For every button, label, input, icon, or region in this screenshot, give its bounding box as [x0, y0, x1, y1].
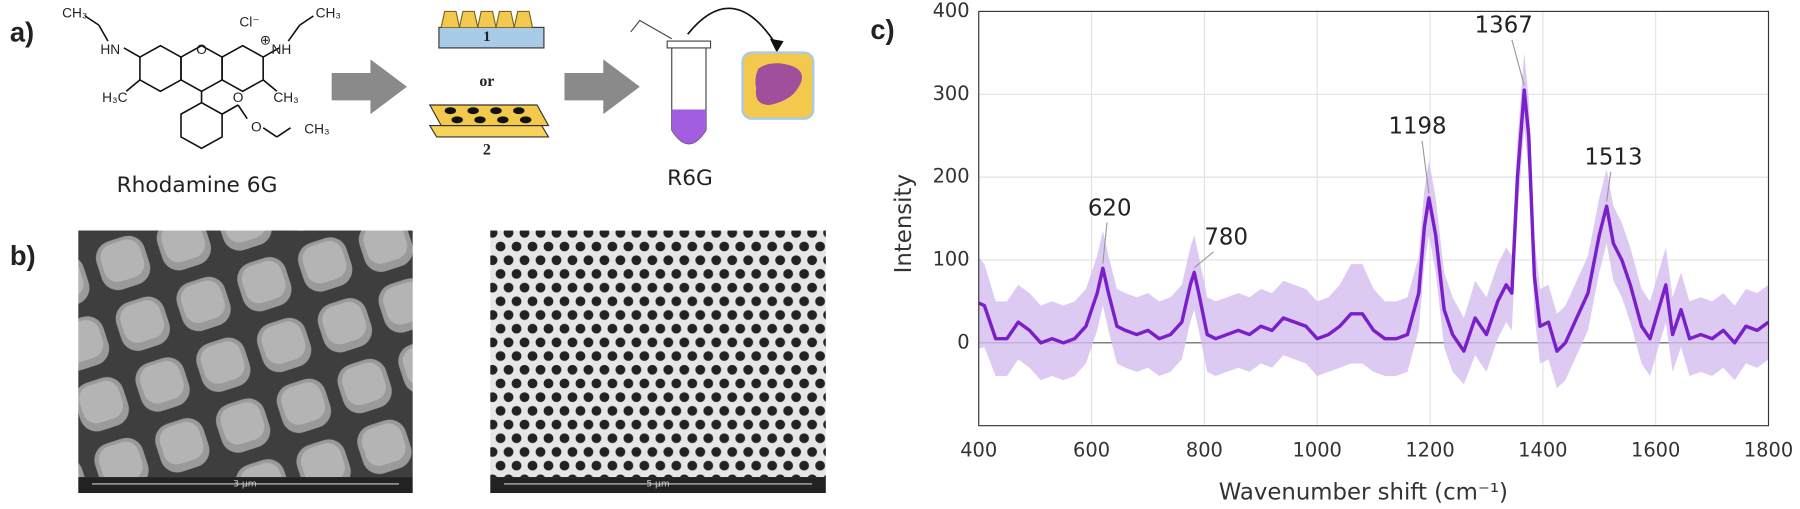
atom: Cl⁻: [239, 14, 259, 29]
pillars: [440, 10, 534, 28]
molecule-name: Rhodamine 6G: [117, 173, 278, 198]
y-tick-label: 400: [933, 0, 970, 22]
x-tick-label: 1400: [1518, 438, 1567, 461]
atom: NH: [272, 42, 292, 57]
annotation: 1513: [1584, 145, 1642, 171]
scale-label: 3 µm: [233, 479, 257, 489]
x-tick-label: 1600: [1631, 438, 1680, 461]
atom: ⊕: [260, 33, 271, 48]
annotation-leader: [1193, 251, 1214, 269]
panel-label: b): [10, 240, 36, 271]
annotation: 1198: [1388, 114, 1446, 140]
plot-frame: [978, 10, 1770, 427]
annotation-leader: [1102, 222, 1108, 264]
arrowhead: [769, 38, 784, 53]
substrate-number: 1: [483, 29, 490, 45]
x-axis-title: Wavenumber shift (cm⁻¹): [1219, 480, 1508, 506]
arrow: [564, 59, 640, 115]
tube-cap: [666, 40, 712, 49]
arrow: [331, 59, 407, 115]
line: [978, 88, 1770, 353]
scale-strip: [78, 477, 413, 494]
atom: O: [251, 119, 262, 134]
y-tick-label: 200: [933, 165, 970, 188]
scale-label: 5 µm: [646, 479, 670, 489]
atom: O: [196, 42, 207, 57]
y-tick-label: 100: [933, 247, 970, 270]
atom: CH₃: [62, 5, 87, 20]
x-tick-label: 1000: [1293, 438, 1342, 461]
annotation: 780: [1204, 225, 1248, 251]
sem-image: [78, 230, 413, 478]
panel-label: a): [10, 16, 34, 47]
scale-strip: [490, 477, 826, 494]
drop: [755, 63, 803, 105]
molecule: [84, 15, 314, 150]
atom: CH₃: [273, 90, 298, 105]
x-tick-label: 1800: [1744, 438, 1793, 461]
product-label: R6G: [667, 166, 713, 191]
annotation-leader: [1606, 171, 1612, 202]
substrate: [438, 26, 545, 49]
annotation-leader: [1511, 39, 1525, 86]
x-tick-label: 1200: [1405, 438, 1454, 461]
substrate: [428, 124, 550, 138]
atom: H₃C: [102, 90, 127, 105]
substrate-number: 2: [483, 141, 491, 158]
panel-label: c): [870, 14, 894, 45]
y-tick-label: 300: [933, 82, 970, 105]
tube-lid: [630, 19, 673, 40]
x-tick-label: 400: [960, 438, 997, 461]
tube-liquid: [671, 109, 706, 144]
holes: [444, 107, 532, 124]
x-tick-label: 800: [1186, 438, 1223, 461]
atom: HN: [100, 42, 120, 57]
curved-arrow: [687, 7, 778, 47]
annotation: 620: [1088, 195, 1132, 221]
y-axis-title: Intensity: [891, 174, 917, 273]
y-tick-label: 0: [957, 330, 969, 353]
chart: 400 600 800 1000 1200 1400 1600 1800 0 100 200 300 4…: [933, 0, 1794, 461]
or-text: or: [479, 73, 494, 90]
annotation: 1367: [1475, 13, 1533, 39]
atom: O: [233, 90, 244, 105]
atom: CH₃: [304, 122, 329, 137]
error-band: [978, 52, 1769, 389]
annotation-leader: [1421, 140, 1430, 194]
x-tick-label: 600: [1073, 438, 1110, 461]
sem-image: [490, 230, 826, 478]
atom: CH₃: [316, 5, 341, 20]
